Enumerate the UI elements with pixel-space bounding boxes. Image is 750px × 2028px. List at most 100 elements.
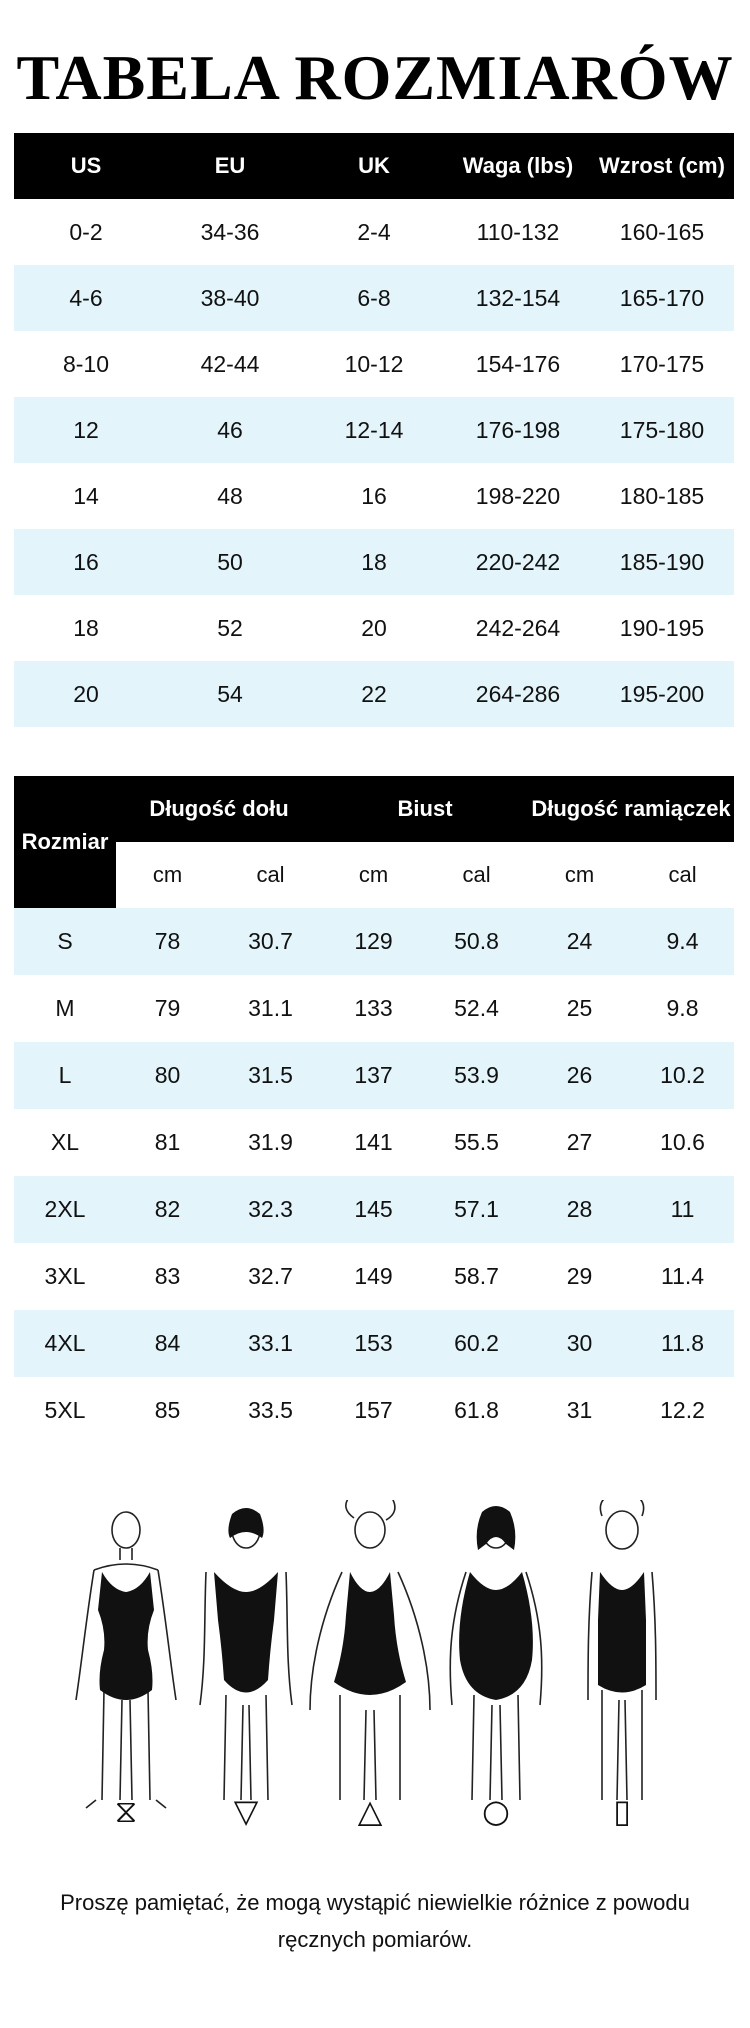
table-cell: 38-40 xyxy=(158,265,302,331)
table-cell: 129 xyxy=(322,908,426,975)
table-cell: 180-185 xyxy=(619,482,705,509)
column-header-us: US xyxy=(14,133,158,199)
table-cell: 78 xyxy=(116,908,219,975)
table-cell: 57.1 xyxy=(425,1176,529,1243)
table-cell: 242-264 xyxy=(475,614,561,641)
table-cell: 30 xyxy=(528,1310,632,1377)
table-cell: 10.2 xyxy=(631,1042,735,1109)
table-cell: 31 xyxy=(566,1397,593,1423)
table-cell: 157 xyxy=(354,1397,393,1423)
table-cell: 220-242 xyxy=(446,529,590,595)
hourglass-shape-icon: ⧖ xyxy=(114,1792,138,1830)
table-cell: 20 xyxy=(361,614,387,641)
table-cell: 61.8 xyxy=(454,1397,499,1423)
table-cell: 32.7 xyxy=(248,1263,293,1289)
table-cell: 60.2 xyxy=(425,1310,529,1377)
table-row: M 79 31.1 133 52.4 25 9.8 xyxy=(14,975,734,1042)
table-cell: 32.3 xyxy=(219,1176,323,1243)
size-label-cell: 4XL xyxy=(14,1310,116,1377)
size-table-header: US EU UK Waga (lbs) Wzrost (cm) xyxy=(14,133,734,199)
size-table-us-eu-uk: US EU UK Waga (lbs) Wzrost (cm) 0-2 34-36… xyxy=(14,133,734,727)
table-cell: 12-14 xyxy=(302,397,446,463)
table-cell: 170-175 xyxy=(619,350,705,377)
table-cell: 12 xyxy=(14,397,158,463)
table-cell: 10-12 xyxy=(344,350,404,377)
table-cell: 133 xyxy=(354,995,393,1021)
table-cell: 82 xyxy=(116,1176,219,1243)
group-header-bust: Biust xyxy=(322,776,529,842)
table-cell: 154-176 xyxy=(475,350,561,377)
size-label-cell: 5XL xyxy=(44,1397,86,1423)
table-cell: 160-165 xyxy=(619,218,705,245)
table-cell: 30.7 xyxy=(219,908,323,975)
unit-header: cm xyxy=(116,842,219,908)
table-cell: 25 xyxy=(566,995,593,1021)
group-header-strap-length: Długość ramiączek xyxy=(528,776,735,842)
table-cell: 198-220 xyxy=(475,482,561,509)
table-cell: 80 xyxy=(116,1042,219,1109)
table-row: S 78 30.7 129 50.8 24 9.4 xyxy=(14,908,735,975)
table-cell: 190-195 xyxy=(619,614,705,641)
size-label-cell: 2XL xyxy=(14,1176,116,1243)
column-header-size: Rozmiar xyxy=(14,776,116,908)
table-cell: 6-8 xyxy=(302,265,446,331)
figure-rectangle-icon xyxy=(587,1500,657,1801)
table-cell: 0-2 xyxy=(69,218,103,245)
size-label-cell: M xyxy=(55,995,75,1021)
oval-shape-icon: ○ xyxy=(482,1792,510,1830)
unit-header: cal xyxy=(425,842,529,908)
table-cell: 110-132 xyxy=(476,218,560,245)
size-label-cell: 3XL xyxy=(44,1263,86,1289)
table-cell: 27 xyxy=(566,1129,593,1155)
group-header-bottom-length: Długość dołu xyxy=(116,776,323,842)
page-title: TABELA ROZMIARÓW xyxy=(16,42,734,113)
table-row: 4-6 38-40 6-8 132-154 165-170 xyxy=(14,265,734,331)
inverted-triangle-shape-icon: ▽ xyxy=(233,1792,259,1830)
table-row: 4XL 84 33.1 153 60.2 30 11.8 xyxy=(14,1310,735,1377)
table-cell: 149 xyxy=(354,1263,393,1289)
table-cell: 145 xyxy=(322,1176,426,1243)
table-cell: 54 xyxy=(158,661,302,727)
measurement-disclaimer: Proszę pamiętać, że mogą wystąpić niewie… xyxy=(60,1890,690,1952)
table-cell: 31.9 xyxy=(248,1129,293,1155)
unit-header: cal xyxy=(219,842,323,908)
table-cell: 264-286 xyxy=(446,661,590,727)
table-cell: 14 xyxy=(73,482,99,509)
table-cell: 31.1 xyxy=(248,995,293,1021)
table-cell: 29 xyxy=(566,1263,593,1289)
table-cell: 52 xyxy=(217,614,243,641)
figure-hourglass-icon xyxy=(75,1511,177,1809)
table-cell: 185-190 xyxy=(590,529,734,595)
table-row: 18 52 20 242-264 190-195 xyxy=(14,595,734,661)
table-cell: 79 xyxy=(154,995,181,1021)
rectangle-shape-icon: ▯ xyxy=(613,1792,631,1830)
table-cell: 16 xyxy=(14,529,158,595)
table-row: 5XL 85 33.5 157 61.8 31 12.2 xyxy=(14,1377,734,1444)
table-cell: 81 xyxy=(154,1129,181,1155)
table-row: 20 54 22 264-286 195-200 xyxy=(14,661,734,727)
table-row: 2XL 82 32.3 145 57.1 28 11 xyxy=(14,1176,735,1243)
unit-header: cm xyxy=(322,842,426,908)
table-row: 12 46 12-14 176-198 175-180 xyxy=(14,397,734,463)
table-cell: 9.4 xyxy=(631,908,735,975)
body-shape-figures-illustration xyxy=(75,1500,657,1809)
table-cell: 50 xyxy=(158,529,302,595)
table-cell: 18 xyxy=(73,614,99,641)
table-cell: 195-200 xyxy=(590,661,734,727)
table-cell: 46 xyxy=(158,397,302,463)
table-cell: 153 xyxy=(322,1310,426,1377)
table-cell: 26 xyxy=(528,1042,632,1109)
table-cell: 175-180 xyxy=(590,397,734,463)
table-cell: 176-198 xyxy=(446,397,590,463)
table-cell: 34-36 xyxy=(200,218,260,245)
table-cell: 2-4 xyxy=(357,218,391,245)
table-cell: 132-154 xyxy=(446,265,590,331)
table-row: L 80 31.5 137 53.9 26 10.2 xyxy=(14,1042,735,1109)
table-cell: 42-44 xyxy=(200,350,260,377)
table-cell: 33.5 xyxy=(248,1397,293,1423)
table-cell: 11 xyxy=(631,1176,735,1243)
table-cell: 48 xyxy=(217,482,243,509)
table-cell: 8-10 xyxy=(62,350,110,377)
table-row: 16 50 18 220-242 185-190 xyxy=(14,529,734,595)
table-cell: 165-170 xyxy=(590,265,734,331)
